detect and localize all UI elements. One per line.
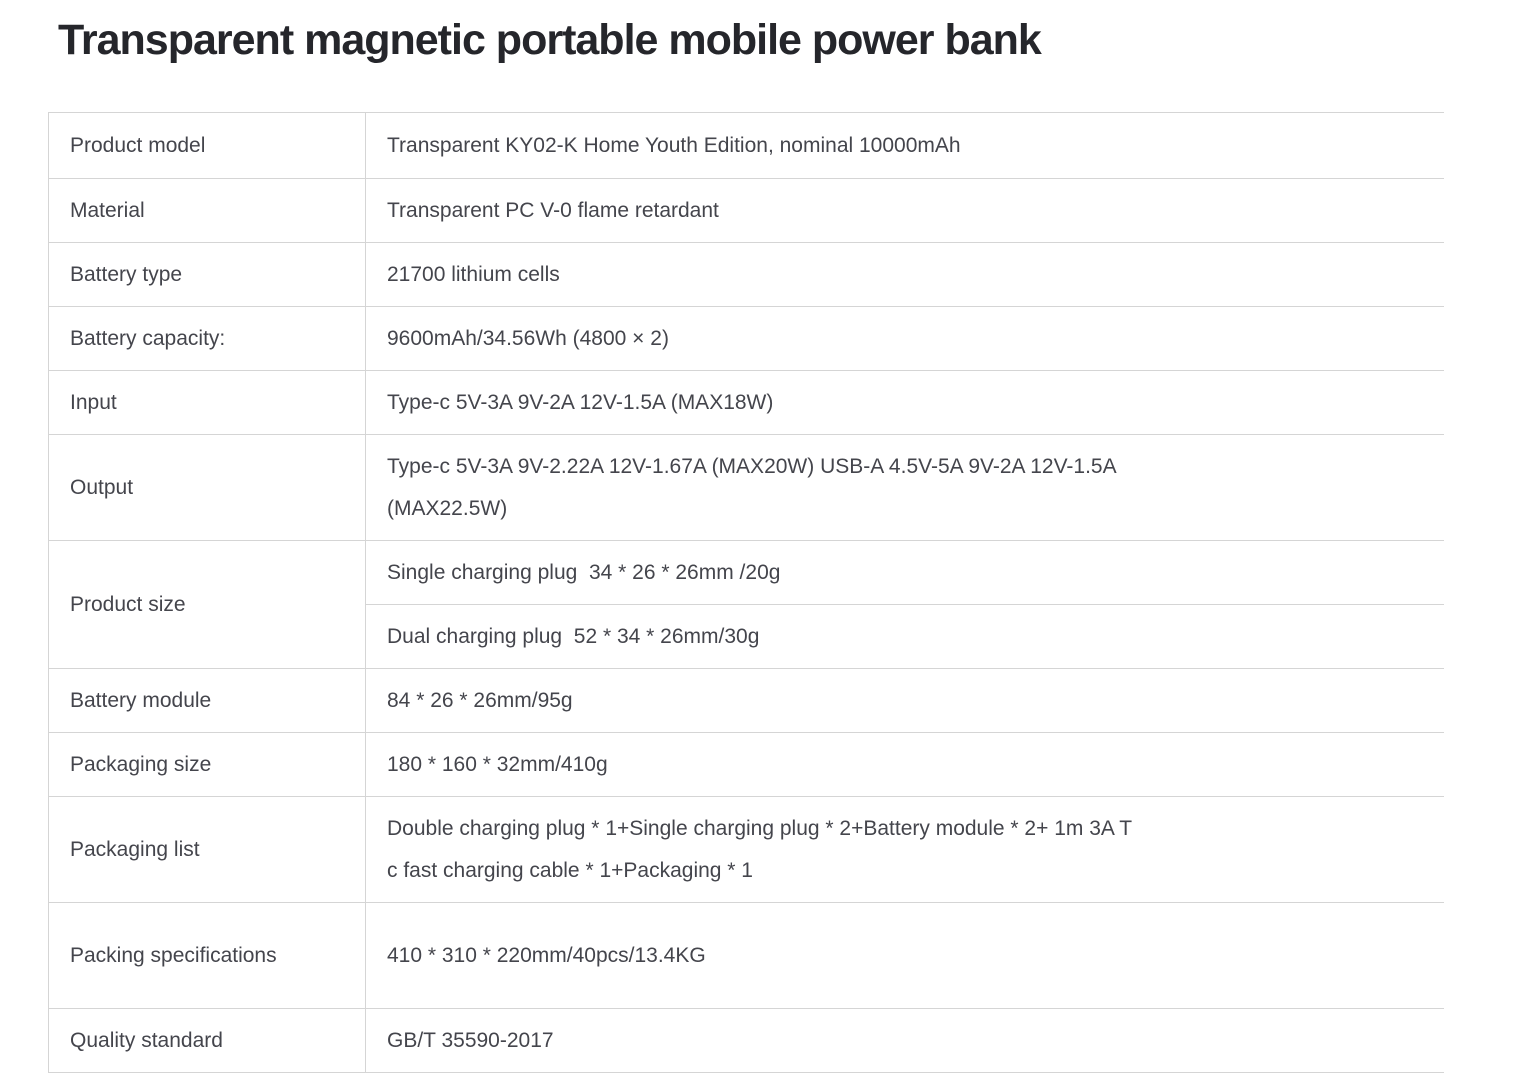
table-row-product-size: Product size Single charging plug 34 * 2… <box>48 540 1444 669</box>
spec-table: Product model Transparent KY02-K Home Yo… <box>48 112 1444 1073</box>
table-row-battery-capacity: Battery capacity: 9600mAh/34.56Wh (4800 … <box>48 306 1444 371</box>
table-row-input: Input Type-c 5V-3A 9V-2A 12V-1.5A (MAX18… <box>48 370 1444 435</box>
table-row-packaging-size: Packaging size 180 * 160 * 32mm/410g <box>48 732 1444 797</box>
spec-value: Transparent PC V-0 flame retardant <box>365 178 1444 243</box>
table-row-product-size-2: Dual charging plug 52 * 34 * 26mm/30g <box>49 604 1444 669</box>
spec-value: GB/T 35590-2017 <box>365 1008 1444 1073</box>
spec-value: 21700 lithium cells <box>365 242 1444 307</box>
spec-value: 410 * 310 * 220mm/40pcs/13.4KG <box>365 902 1444 1009</box>
table-row-battery-type: Battery type 21700 lithium cells <box>48 242 1444 307</box>
spec-value: Dual charging plug 52 * 34 * 26mm/30g <box>365 604 1444 669</box>
spec-label: Product model <box>48 112 366 179</box>
spec-value: Type-c 5V-3A 9V-2.22A 12V-1.67A (MAX20W)… <box>365 434 1444 541</box>
spec-label: Quality standard <box>48 1008 366 1073</box>
page-title: Transparent magnetic portable mobile pow… <box>58 16 1042 64</box>
table-row-packing-specifications: Packing specifications 410 * 310 * 220mm… <box>48 902 1444 1009</box>
spec-value: Single charging plug 34 * 26 * 26mm /20g <box>365 540 1444 605</box>
table-row-output: Output Type-c 5V-3A 9V-2.22A 12V-1.67A (… <box>48 434 1444 541</box>
spec-label: Input <box>48 370 366 435</box>
table-row-battery-module: Battery module 84 * 26 * 26mm/95g <box>48 668 1444 733</box>
table-row-quality-standard: Quality standard GB/T 35590-2017 <box>48 1008 1444 1073</box>
spec-label: Battery capacity: <box>48 306 366 371</box>
spec-value: 180 * 160 * 32mm/410g <box>365 732 1444 797</box>
spec-label: Output <box>48 434 366 541</box>
spec-value: 84 * 26 * 26mm/95g <box>365 668 1444 733</box>
table-row-packaging-list: Packaging list Double charging plug * 1+… <box>48 796 1444 903</box>
table-row-product-model: Product model Transparent KY02-K Home Yo… <box>48 112 1444 179</box>
spec-value: 9600mAh/34.56Wh (4800 × 2) <box>365 306 1444 371</box>
spec-label: Packaging size <box>48 732 366 797</box>
spec-value: Type-c 5V-3A 9V-2A 12V-1.5A (MAX18W) <box>365 370 1444 435</box>
spec-label: Packing specifications <box>48 902 366 1009</box>
spec-label: Battery module <box>48 668 366 733</box>
spec-value: Double charging plug * 1+Single charging… <box>365 796 1444 903</box>
spec-label: Material <box>48 178 366 243</box>
spec-label: Packaging list <box>48 796 366 903</box>
spec-value: Transparent KY02-K Home Youth Edition, n… <box>365 112 1444 179</box>
spec-label: Battery type <box>48 242 366 307</box>
spec-label: Product size <box>48 540 366 669</box>
table-row-material: Material Transparent PC V-0 flame retard… <box>48 178 1444 243</box>
